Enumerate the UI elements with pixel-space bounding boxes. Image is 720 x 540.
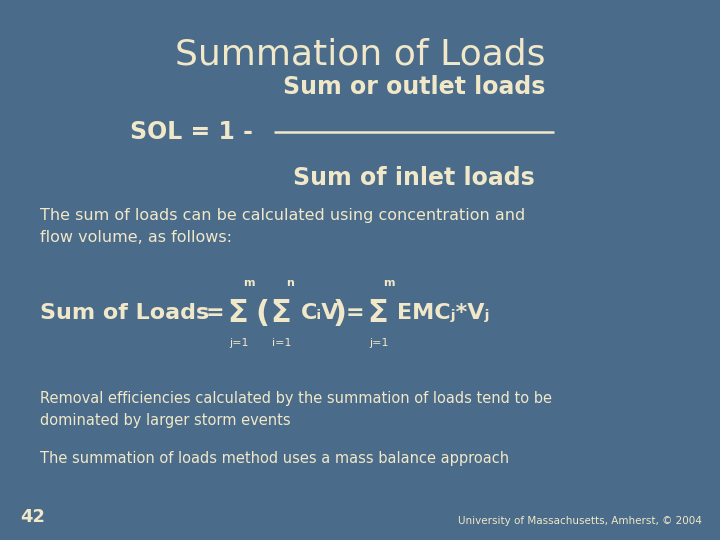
Text: The sum of loads can be calculated using concentration and
flow volume, as follo: The sum of loads can be calculated using…: [40, 208, 525, 245]
Text: University of Massachusetts, Amherst, © 2004: University of Massachusetts, Amherst, © …: [458, 516, 702, 526]
Text: =: =: [205, 303, 224, 323]
Text: i=1: i=1: [272, 338, 292, 348]
Text: m: m: [383, 279, 395, 288]
Text: j=1: j=1: [229, 338, 248, 348]
Text: (: (: [256, 299, 269, 328]
Text: j=1: j=1: [369, 338, 389, 348]
Text: SOL = 1 -: SOL = 1 -: [130, 120, 261, 144]
Text: Sum of inlet loads: Sum of inlet loads: [293, 166, 535, 190]
Text: Σ: Σ: [270, 299, 291, 328]
Text: Removal efficiencies calculated by the summation of loads tend to be
dominated b: Removal efficiencies calculated by the s…: [40, 392, 552, 428]
Text: Σ: Σ: [367, 299, 388, 328]
Text: Σ: Σ: [227, 299, 248, 328]
Text: 42: 42: [20, 509, 45, 526]
Text: The summation of loads method uses a mass balance approach: The summation of loads method uses a mas…: [40, 451, 509, 466]
Text: EMCⱼ*Vⱼ: EMCⱼ*Vⱼ: [397, 303, 490, 323]
Text: n: n: [286, 279, 294, 288]
Text: m: m: [243, 279, 254, 288]
Text: Sum or outlet loads: Sum or outlet loads: [283, 75, 545, 99]
Text: Summation of Loads: Summation of Loads: [175, 38, 545, 72]
Text: =: =: [346, 303, 364, 323]
Text: CᵢVⱼ: CᵢVⱼ: [301, 303, 344, 323]
Text: Sum of Loads: Sum of Loads: [40, 303, 209, 323]
Text: ): ): [333, 299, 346, 328]
